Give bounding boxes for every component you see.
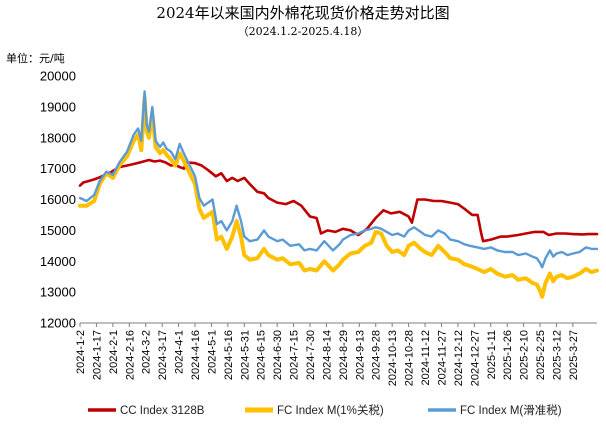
x-tick-label: 2025-3-27 xyxy=(568,330,580,380)
x-tick-label: 2024-3-2 xyxy=(141,330,153,374)
x-tick-label: 2024-2-1 xyxy=(108,330,120,374)
legend-label-1: FC Index M(1%关税) xyxy=(277,403,384,417)
x-tick-label: 2024-11-12 xyxy=(420,330,432,385)
x-tick-label: 2024-5-1 xyxy=(206,330,218,374)
x-tick-label: 2024-6-30 xyxy=(272,330,284,380)
y-tick-label: 15000 xyxy=(40,223,76,238)
x-tick-label: 2024-10-13 xyxy=(387,330,399,386)
x-tick-label: 2024-4-1 xyxy=(174,330,186,374)
x-tick-label: 2025-2-25 xyxy=(535,330,547,380)
x-tick-label: 2024-3-17 xyxy=(157,330,169,380)
x-tick-label: 2024-7-30 xyxy=(305,330,317,380)
y-tick-label: 14000 xyxy=(40,254,76,269)
x-tick-label: 2024-4-16 xyxy=(190,330,202,380)
x-axis: 2024-1-2 2024-1-17 2024-2-1 2024-2-16 2024-3… xyxy=(75,322,597,386)
x-tick-label: 2024-10-28 xyxy=(404,330,416,386)
y-tick-label: 13000 xyxy=(40,285,76,300)
x-tick-label: 2024-7-15 xyxy=(289,330,301,380)
x-tick-label: 2024-8-14 xyxy=(321,330,333,380)
y-tick-label: 12000 xyxy=(40,316,76,331)
x-tick-label: 2024-9-13 xyxy=(354,330,366,380)
x-tick-label: 2024-1-17 xyxy=(91,330,103,380)
x-tick-label: 2024-9-28 xyxy=(371,330,383,380)
x-tick-label: 2024-5-31 xyxy=(239,330,251,380)
x-tick-label: 2024-1-2 xyxy=(75,330,87,374)
plot-area xyxy=(78,90,599,299)
x-tick-label: 2025-2-10 xyxy=(519,330,531,380)
y-tick-label: 17000 xyxy=(40,161,76,176)
x-tick-label: 2025-3-12 xyxy=(551,330,563,380)
y-axis-ticks: 20000 19000 18000 17000 16000 15000 14000 13000… xyxy=(40,69,76,331)
x-tick-label: 2024-12-27 xyxy=(469,330,481,386)
x-tick-label: 2024-6-15 xyxy=(256,330,268,380)
x-tick-label: 2024-5-16 xyxy=(223,330,235,380)
y-tick-label: 19000 xyxy=(40,99,76,114)
series-line-1 xyxy=(78,95,599,299)
series-line-0 xyxy=(78,158,599,243)
x-tick-label: 2024-11-27 xyxy=(436,330,448,385)
legend: CC Index 3128B FC Index M(1%关税) FC Index M… xyxy=(88,403,562,417)
x-tick-label: 2024-12-12 xyxy=(453,330,465,386)
y-tick-label: 16000 xyxy=(40,192,76,207)
x-tick-label: 2024-2-16 xyxy=(124,330,136,380)
x-tick-label: 2025-1-11 xyxy=(486,330,498,379)
legend-label-2: FC Index M(滑准税) xyxy=(460,403,562,417)
chart-title: 2024年以来国内外棉花现货价格走势对比图 xyxy=(156,4,449,22)
y-tick-label: 18000 xyxy=(40,130,76,145)
x-tick-label: 2024-8-29 xyxy=(338,330,350,380)
legend-label-0: CC Index 3128B xyxy=(120,405,205,417)
y-tick-label: 20000 xyxy=(40,69,76,84)
x-tick-label: 2025-1-26 xyxy=(502,330,514,380)
unit-label: 单位：元/吨 xyxy=(6,51,65,65)
series-line-2 xyxy=(78,90,599,269)
chart-subtitle: （2024.1.2-2025.4.18） xyxy=(238,25,369,38)
